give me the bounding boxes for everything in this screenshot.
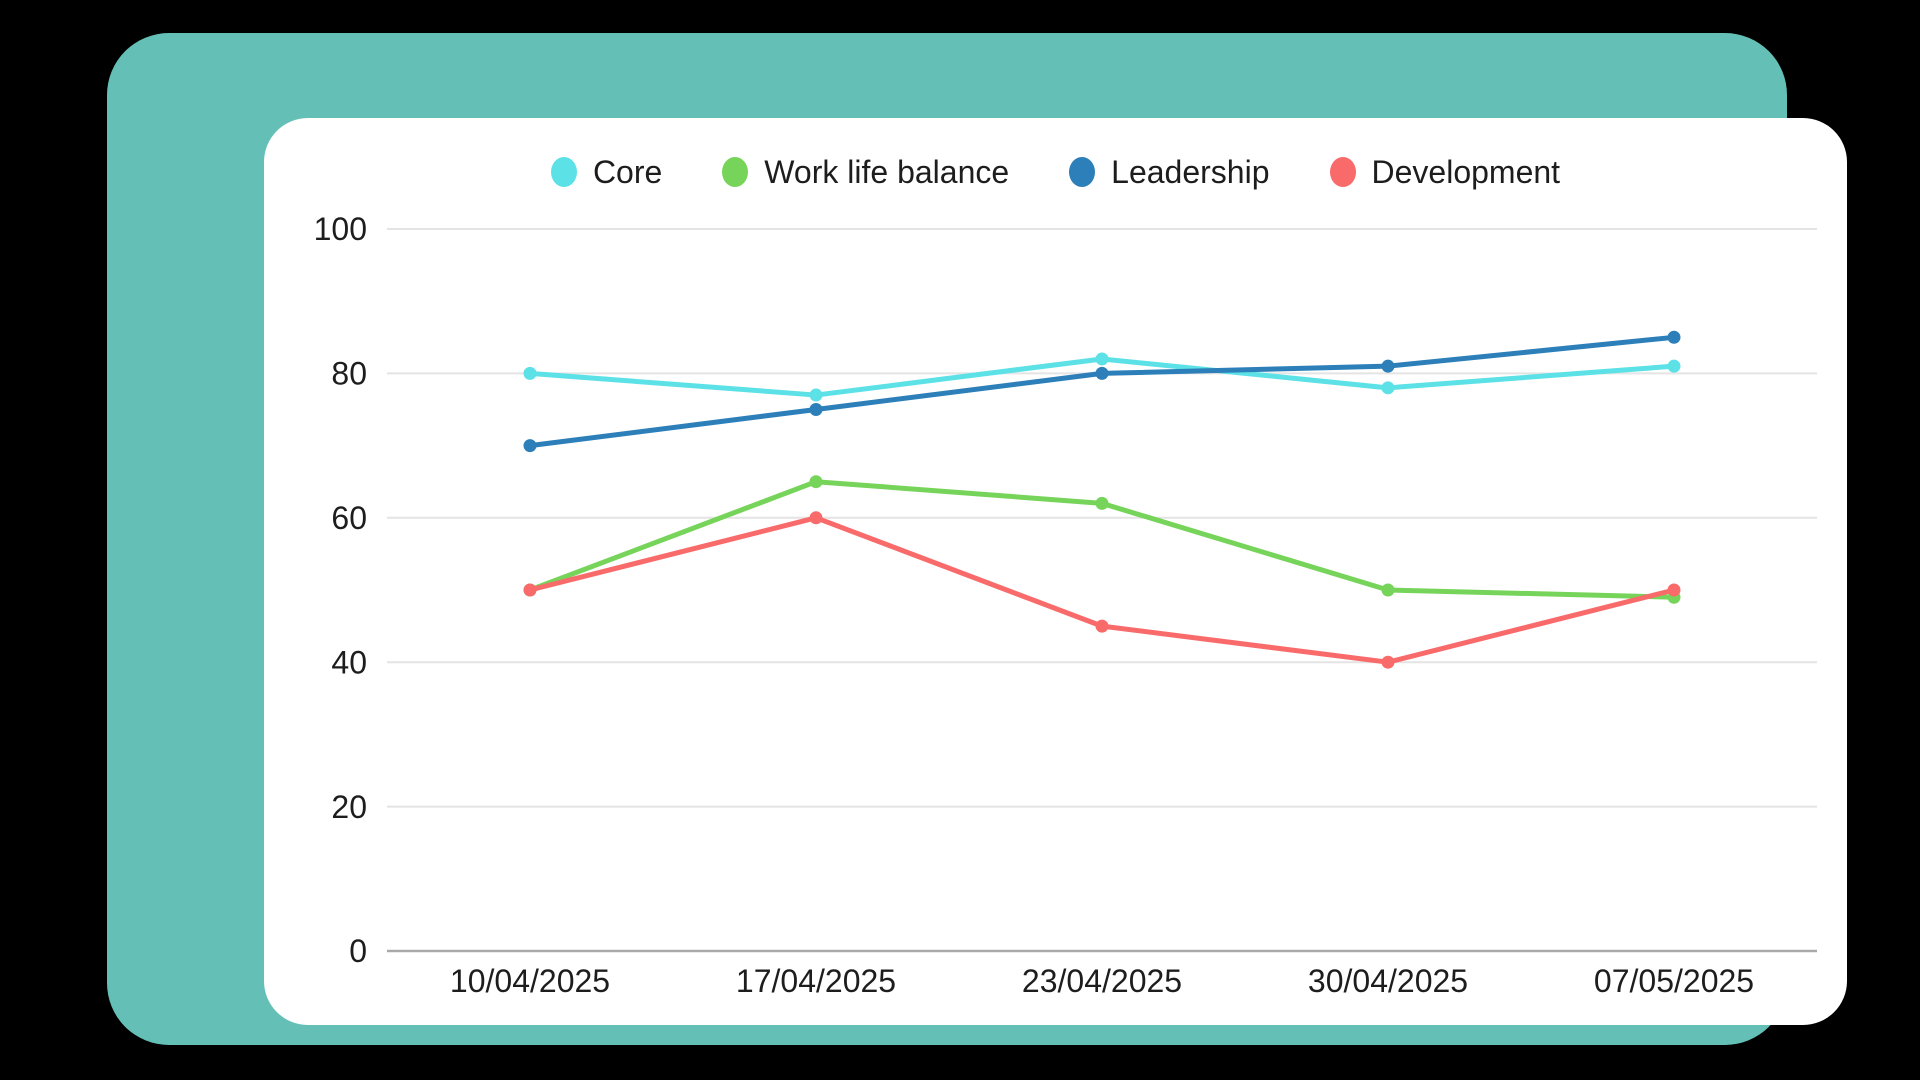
series-point-core-4 xyxy=(1667,359,1681,373)
series-point-development-2 xyxy=(1095,619,1109,633)
y-axis-label-40: 40 xyxy=(331,644,367,680)
series-point-core-1 xyxy=(809,388,823,402)
line-chart: 0 20 40 60 80 100 10/04/2025 17/04/2025 23/04/20… xyxy=(314,211,1817,999)
series-point-leadership-4 xyxy=(1667,330,1681,344)
series-point-leadership-2 xyxy=(1095,366,1109,380)
series-point-work-life-balance-1 xyxy=(809,475,823,489)
x-axis-label-1: 17/04/2025 xyxy=(736,963,896,999)
series-point-development-4 xyxy=(1667,583,1681,597)
x-axis-label-0: 10/04/2025 xyxy=(450,963,610,999)
series-point-development-1 xyxy=(809,511,823,525)
series-point-work-life-balance-2 xyxy=(1095,496,1109,510)
series-point-core-2 xyxy=(1095,352,1109,366)
y-axis-label-20: 20 xyxy=(331,789,367,825)
series-point-leadership-3 xyxy=(1381,359,1395,373)
series-point-core-0 xyxy=(523,366,537,380)
x-axis-label-2: 23/04/2025 xyxy=(1022,963,1182,999)
y-axis-label-0: 0 xyxy=(349,933,367,969)
series-point-work-life-balance-3 xyxy=(1381,583,1395,597)
series-point-leadership-0 xyxy=(523,439,537,453)
legend-label-core: Core xyxy=(592,153,663,190)
legend-swatch-development xyxy=(1329,157,1356,187)
series-point-leadership-1 xyxy=(809,403,823,416)
y-axis-label-100: 100 xyxy=(314,211,367,247)
legend-item-development: Development xyxy=(1329,153,1561,191)
legend-item-work-life-balance: Work life balance xyxy=(722,154,1009,191)
legend-label-development: Development xyxy=(1371,153,1561,190)
x-axis-label-3: 30/04/2025 xyxy=(1308,963,1468,999)
series-line-development xyxy=(527,515,1677,665)
legend-label-work-life-balance: Work life balance xyxy=(764,153,1010,190)
teal-frame: Core Work life balance Leadership Developme… xyxy=(107,33,1847,1045)
legend-swatch-core xyxy=(550,157,577,187)
series-point-core-3 xyxy=(1381,381,1395,395)
series-point-development-3 xyxy=(1381,655,1395,669)
series-point-development-0 xyxy=(523,583,537,597)
y-axis-label-60: 60 xyxy=(331,500,367,536)
legend-swatch-work-life-balance xyxy=(722,157,749,187)
legend-item-core: Core xyxy=(550,153,663,191)
x-axis-label-4: 07/05/2025 xyxy=(1594,963,1754,999)
legend-swatch-leadership xyxy=(1069,157,1096,187)
legend-item-leadership: Leadership xyxy=(1069,153,1270,191)
chart-card: Core Work life balance Leadership Developme… xyxy=(264,118,1847,1025)
legend-label-leadership: Leadership xyxy=(1111,153,1270,190)
chart-legend: Core Work life balance Leadership Developme… xyxy=(264,154,1847,190)
y-axis-label-80: 80 xyxy=(331,356,367,392)
